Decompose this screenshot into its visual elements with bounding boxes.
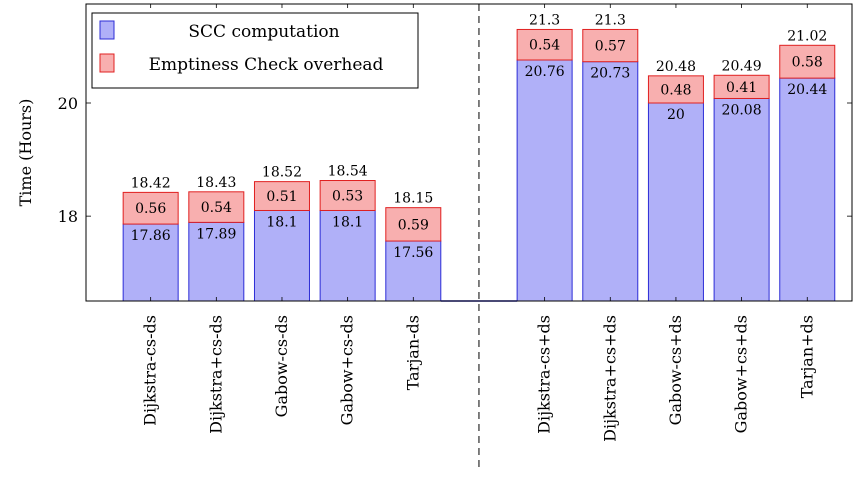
bar-overhead-6 [516, 28, 573, 61]
x-tick-label-9: Gabow+cs+ds [732, 315, 751, 433]
legend: SCC computation Emptiness Check overhead [91, 12, 419, 89]
total-label-3: 18.52 [262, 165, 302, 181]
base-label-9: 20.08 [722, 102, 762, 118]
overhead-label-5: 0.59 [398, 217, 429, 233]
total-label-10: 21.02 [787, 28, 827, 44]
bar-scc-10 [779, 77, 836, 302]
total-label-5: 18.15 [393, 191, 433, 207]
bar-scc-7 [582, 61, 639, 302]
base-label-8: 20 [667, 107, 685, 123]
overhead-label-8: 0.48 [660, 82, 691, 98]
total-label-9: 20.49 [722, 58, 762, 74]
base-label-1: 17.86 [131, 228, 171, 244]
y-tick-label-2: 20 [58, 94, 78, 113]
overhead-label-10: 0.58 [792, 55, 823, 71]
base-label-4: 18.1 [332, 214, 363, 230]
bar-scc-9 [713, 97, 770, 302]
bar-overhead-5 [385, 207, 442, 242]
x-tick-label-5: Tarjan-ds [403, 315, 422, 390]
x-tick-label-2: Dijkstra+cs-ds [206, 315, 225, 434]
base-label-10: 20.44 [787, 82, 827, 98]
axes-layer [85, 3, 853, 470]
overhead-label-7: 0.57 [595, 39, 626, 55]
base-label-7: 20.73 [590, 66, 630, 82]
total-label-2: 18.43 [196, 175, 236, 191]
bar-overhead-1 [122, 191, 179, 225]
total-label-1: 18.42 [131, 175, 171, 191]
base-label-6: 20.76 [525, 64, 565, 80]
x-tick-label-10: Tarjan+ds [797, 315, 816, 398]
total-label-6: 21.3 [529, 12, 560, 28]
labels-layer: 18.42 0.56 17.86 Dijkstra-cs-ds 18.43 0.54 17.… [16, 12, 827, 441]
bars-layer [122, 28, 836, 302]
base-label-3: 18.1 [266, 214, 297, 230]
bar-scc-8 [647, 102, 704, 302]
plot-frame [85, 3, 853, 302]
x-tick-label-1: Dijkstra-cs-ds [141, 315, 160, 426]
x-tick-label-6: Dijkstra-cs+ds [535, 315, 554, 434]
bar-scc-6 [516, 59, 573, 302]
bar-overhead-7 [582, 28, 639, 63]
base-label-2: 17.89 [196, 226, 236, 242]
legend-box [91, 12, 419, 89]
total-label-7: 21.3 [595, 12, 626, 28]
bar-scc-1 [122, 223, 179, 302]
total-label-4: 18.54 [328, 164, 368, 180]
bar-overhead-8 [647, 75, 704, 104]
overhead-label-9: 0.41 [726, 80, 757, 96]
bar-overhead-10 [779, 44, 836, 79]
overhead-label-1: 0.56 [135, 201, 166, 217]
bar-overhead-9 [713, 74, 770, 99]
overhead-label-3: 0.51 [266, 189, 297, 205]
bar-overhead-3 [253, 181, 310, 211]
total-label-8: 20.48 [656, 59, 696, 75]
legend-label-2: Emptiness Check overhead [149, 55, 384, 75]
legend-label-1: SCC computation [188, 22, 339, 42]
overhead-label-2: 0.54 [201, 200, 232, 216]
base-label-5: 17.56 [393, 245, 433, 261]
x-tick-label-7: Dijkstra+cs+ds [600, 315, 619, 442]
x-tick-label-8: Gabow-cs+ds [666, 315, 685, 425]
bar-overhead-4 [319, 180, 376, 211]
overhead-label-4: 0.53 [332, 188, 363, 204]
bar-overhead-2 [188, 191, 245, 223]
legend-swatch-2 [99, 53, 115, 73]
y-axis-label: Time (Hours) [16, 99, 35, 207]
legend-swatch-1 [99, 20, 115, 40]
overhead-label-6: 0.54 [529, 38, 560, 54]
x-tick-label-3: Gabow-cs-ds [272, 315, 291, 417]
y-tick-label-1: 18 [58, 207, 78, 226]
x-tick-label-4: Gabow+cs-ds [338, 315, 357, 425]
